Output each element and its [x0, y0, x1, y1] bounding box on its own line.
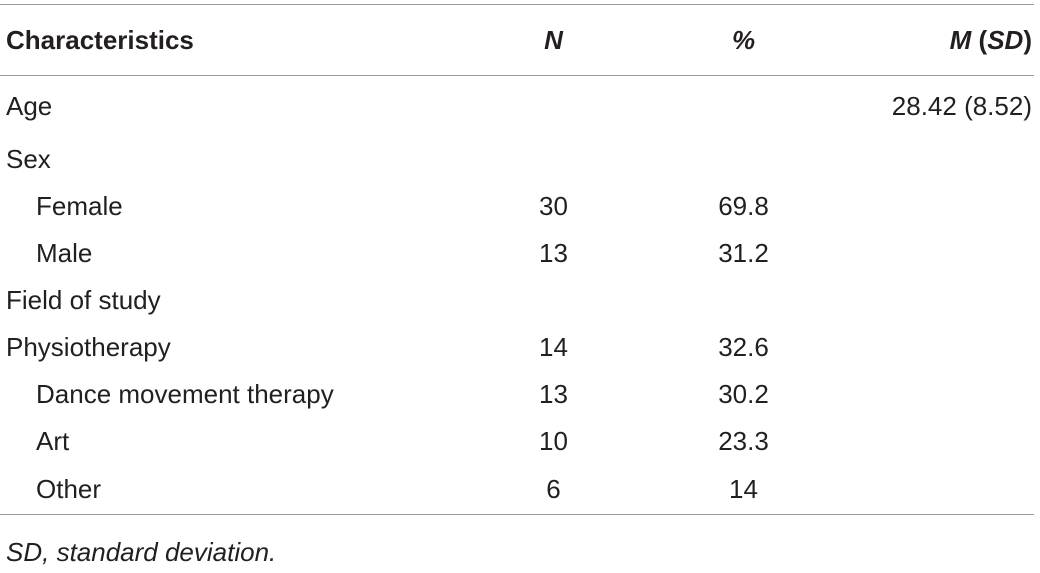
- cell-m-sd: [856, 464, 1034, 515]
- cell-n: [476, 136, 631, 183]
- cell-m-sd: [856, 418, 1034, 465]
- cell-m-sd: [856, 371, 1034, 418]
- header-n: N: [476, 4, 631, 76]
- header-paren-close: ): [1023, 24, 1032, 55]
- cell-percent: 31.2: [718, 237, 769, 268]
- header-sd: SD: [987, 24, 1024, 55]
- table-row: Male 13 31.2: [0, 230, 1034, 277]
- row-label: Sex: [6, 143, 51, 174]
- cell-n: [476, 76, 631, 136]
- header-paren-open: (: [971, 24, 988, 55]
- cell-n: [476, 277, 631, 324]
- cell-percent: 32.6: [718, 331, 769, 362]
- table-header-row: Characteristics N % M (SD): [0, 4, 1034, 76]
- cell-percent: 69.8: [718, 190, 769, 221]
- cell-n: 30: [539, 190, 568, 221]
- row-label: Field of study: [6, 284, 161, 315]
- table-row: Field of study: [0, 277, 1034, 324]
- cell-n: 13: [539, 237, 568, 268]
- cell-percent: 23.3: [718, 425, 769, 456]
- row-label: Other: [0, 464, 476, 515]
- cell-n: 6: [476, 464, 631, 515]
- row-label: Art: [36, 425, 70, 456]
- cell-m-sd: 28.42 (8.52): [891, 91, 1032, 122]
- row-label: Male: [36, 237, 93, 268]
- cell-m-sd: [856, 183, 1034, 230]
- cell-percent: [631, 76, 856, 136]
- cell-m-sd: [856, 277, 1034, 324]
- header-characteristics: Characteristics: [0, 4, 476, 76]
- cell-n: 13: [539, 378, 568, 409]
- cell-n: 14: [539, 331, 568, 362]
- header-percent: %: [631, 4, 856, 76]
- table-row: Age 28.42 (8.52): [0, 76, 1034, 136]
- table-row: Sex: [0, 136, 1034, 183]
- cell-m-sd: [856, 230, 1034, 277]
- cell-percent: 30.2: [718, 378, 769, 409]
- table-row: Dance movement therapy 13 30.2: [0, 371, 1034, 418]
- cell-m-sd: [856, 136, 1034, 183]
- cell-percent: [631, 136, 856, 183]
- table-row: Art 10 23.3: [0, 418, 1034, 465]
- row-label: Age: [6, 91, 53, 122]
- table-row: Physiotherapy 14 32.6: [0, 324, 1034, 371]
- row-label: Female: [36, 190, 123, 221]
- table-row: Other 6 14: [0, 464, 1034, 515]
- cell-percent: [631, 277, 856, 324]
- row-label: Dance movement therapy: [36, 378, 334, 409]
- cell-percent: 14: [631, 464, 856, 515]
- table-body: Age 28.42 (8.52) Sex Female 30 69.8 Male…: [0, 76, 1034, 515]
- cell-m-sd: [856, 324, 1034, 371]
- row-label: Physiotherapy: [6, 331, 171, 362]
- table-footnote: SD, standard deviation.: [6, 537, 277, 567]
- cell-n: 10: [539, 425, 568, 456]
- table-row: Female 30 69.8: [0, 183, 1034, 230]
- header-m: M: [949, 24, 972, 55]
- header-m-sd: M (SD): [856, 4, 1034, 76]
- characteristics-table: Characteristics N % M (SD) Age 28.42 (8.…: [0, 4, 1034, 515]
